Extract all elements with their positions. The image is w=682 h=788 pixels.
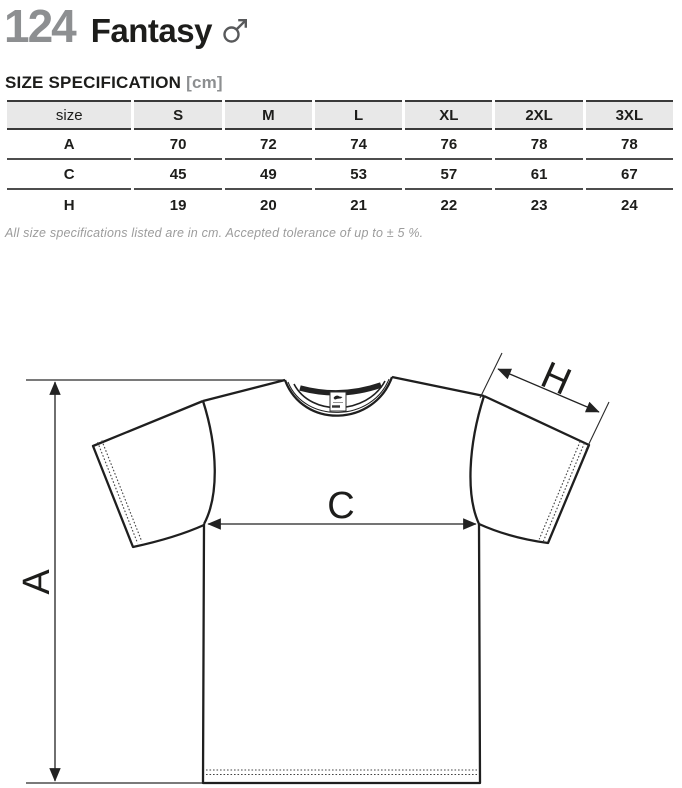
column-header-m: M: [224, 100, 312, 130]
h-extension-tick-1: [479, 352, 503, 399]
size-table: size S M L XL 2XL 3XL A 70 72 74 76 78 7…: [4, 100, 676, 220]
column-header-l: L: [314, 100, 403, 130]
value-c-s: 45: [134, 160, 222, 190]
table-row-h: H 19 20 21 22 23 24: [7, 190, 673, 220]
value-a-m: 72: [224, 130, 312, 160]
dimension-label-h: H: [535, 354, 577, 404]
value-c-xl: 57: [405, 160, 493, 190]
table-row-c: C 45 49 53 57 61 67: [7, 160, 673, 190]
size-table-header-row: size S M L XL 2XL 3XL: [7, 100, 673, 130]
column-header-xl: XL: [405, 100, 493, 130]
value-c-2xl: 61: [495, 160, 583, 190]
collar-seam-curve: [287, 378, 390, 413]
value-h-s: 19: [169, 196, 187, 214]
value-h-2xl: 23: [530, 196, 548, 214]
table-row-a: A 70 72 74 76 78 78: [7, 130, 673, 160]
collar-outer-curve: [283, 376, 394, 417]
row-label-h: H: [63, 196, 75, 214]
dimension-line-h: [497, 368, 600, 413]
section-title-text: SIZE SPECIFICATION: [5, 73, 182, 92]
left-armhole-seam: [201, 400, 216, 525]
product-name: Fantasy: [90, 12, 213, 49]
section-title: SIZE SPECIFICATION [cm]: [5, 73, 682, 93]
product-code: 124: [4, 0, 77, 52]
column-header-2xl: 2XL: [495, 100, 583, 130]
value-c-l: 53: [314, 160, 403, 190]
tolerance-note: All size specifications listed are in cm…: [5, 226, 424, 240]
tshirt-measurement-diagram: A C H: [16, 352, 610, 785]
dimension-label-a: A: [16, 569, 58, 595]
value-a-3xl: 78: [585, 130, 673, 160]
left-sleeve-stitch-2: [101, 440, 143, 542]
left-shoulder-seam: [202, 378, 286, 403]
right-sleeve-stitch-2: [538, 441, 581, 540]
male-icon: [222, 16, 250, 49]
column-header-size: size: [7, 100, 132, 130]
dimension-label-c: C: [327, 485, 354, 527]
right-sleeve-outline: [478, 394, 591, 545]
value-c-m: 49: [224, 160, 312, 190]
product-header: 124 Fantasy: [0, 0, 682, 50]
h-extension-tick-2: [585, 401, 610, 451]
value-c-3xl: 67: [585, 160, 673, 190]
column-header-3xl: 3XL: [585, 100, 673, 130]
neck-label: [329, 391, 347, 412]
value-h-3xl: 24: [621, 196, 638, 214]
left-sleeve-outline: [91, 399, 205, 549]
value-a-2xl: 78: [495, 130, 583, 160]
row-label-a: A: [7, 130, 132, 160]
value-h-m: 20: [259, 196, 277, 214]
right-shoulder-seam: [391, 375, 485, 398]
value-h-xl: 22: [440, 196, 458, 214]
section-unit-label: [cm]: [186, 73, 223, 92]
value-a-s: 70: [134, 130, 222, 160]
right-sleeve-stitch-1: [542, 442, 585, 542]
value-h-l: 21: [350, 196, 367, 214]
brand-logo: [333, 395, 343, 400]
column-header-s: S: [134, 100, 222, 130]
right-armhole-seam: [469, 395, 486, 525]
left-sleeve-stitch-1: [97, 441, 139, 544]
value-a-l: 74: [314, 130, 403, 160]
row-label-c: C: [7, 160, 132, 190]
tshirt-body-outline: [201, 523, 482, 785]
value-a-xl: 76: [405, 130, 493, 160]
